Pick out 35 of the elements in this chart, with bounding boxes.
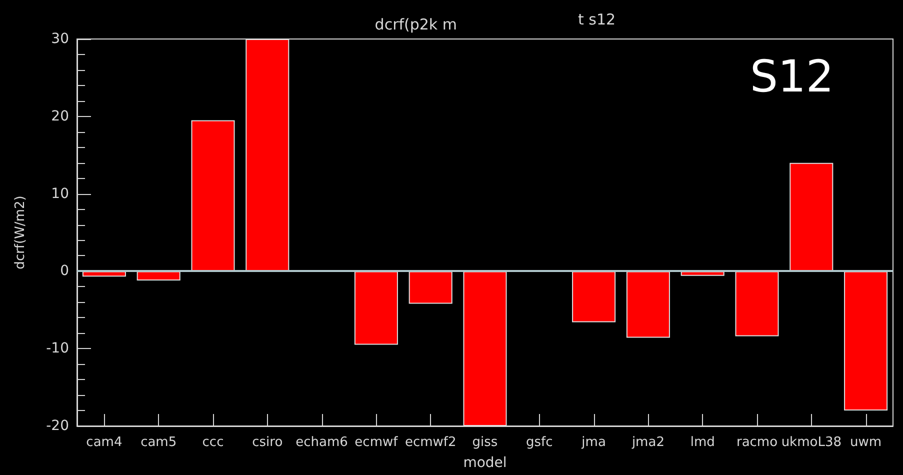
bar xyxy=(844,271,888,411)
annotation: S12 xyxy=(750,52,834,102)
x-tick-label: gsfc xyxy=(526,435,553,450)
x-tick-label: cam4 xyxy=(86,435,122,450)
bar xyxy=(626,271,670,338)
x-tick-label: csiro xyxy=(252,435,283,450)
x-tick-label: echam6 xyxy=(296,435,348,450)
x-tick-label: ecmwf2 xyxy=(404,435,456,450)
bar xyxy=(735,271,779,336)
x-tick-label: ccc xyxy=(202,435,224,450)
x-tick-label: cam5 xyxy=(140,435,177,450)
bar xyxy=(191,120,235,272)
x-axis-title: model xyxy=(463,455,507,471)
y-tick-label: 10 xyxy=(51,186,69,202)
x-tick-label: giss xyxy=(472,435,498,450)
x-tick-label: uwm xyxy=(850,435,882,450)
x-tick-label: jma xyxy=(580,435,606,450)
x-tick-label: jma2 xyxy=(630,435,664,450)
x-tick-label: ukmoL38 xyxy=(781,435,842,450)
chart-title: dcrf(p2k m xyxy=(374,16,458,34)
y-tick-label: 30 xyxy=(51,31,69,47)
bar xyxy=(572,271,616,322)
y-tick-label: -20 xyxy=(46,418,69,434)
bar xyxy=(354,271,398,345)
text: t s12 xyxy=(578,10,616,28)
bar xyxy=(408,271,452,304)
y-tick-label: 0 xyxy=(60,263,69,280)
x-tick-label: racmo xyxy=(736,435,778,450)
bar xyxy=(136,271,180,280)
y-tick-label: -10 xyxy=(46,340,69,357)
y-axis-title: dcrf(W/m2) xyxy=(13,196,28,270)
bar xyxy=(790,162,834,272)
x-tick-label: ecmwf xyxy=(354,435,398,450)
x-tick-label: lmd xyxy=(690,435,715,450)
y-tick-label: 20 xyxy=(51,108,69,124)
